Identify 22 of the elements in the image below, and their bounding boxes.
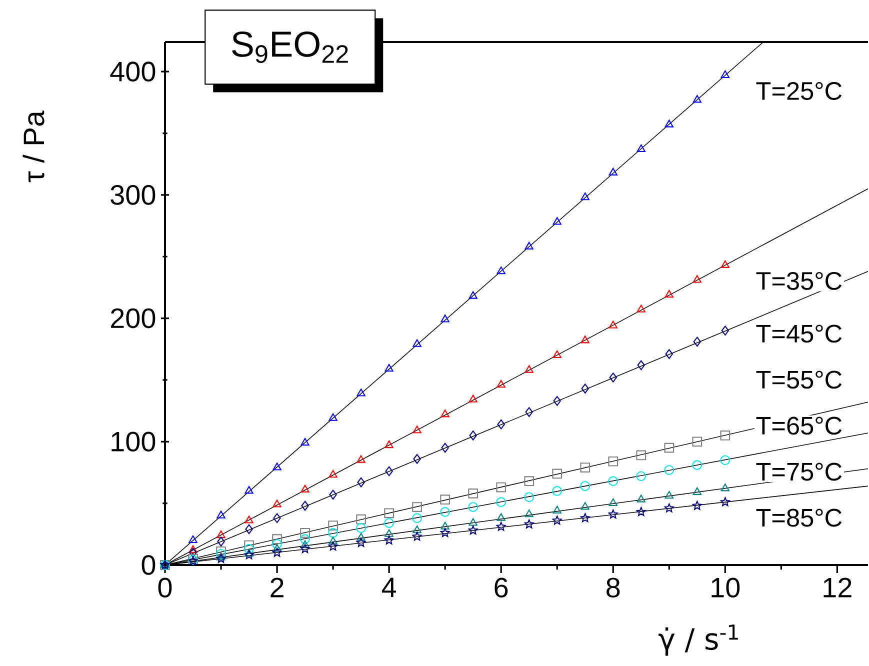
x-tick-label: 6	[494, 578, 508, 598]
x-tick-label: 0	[158, 578, 172, 598]
x-tick-label: 12	[824, 578, 852, 598]
y-tick-label: 300	[110, 185, 156, 205]
x-tick-label: 8	[606, 578, 620, 598]
y-tick-label: 200	[110, 308, 156, 328]
series-label: T=55°C	[756, 370, 842, 389]
series-label: T=45°C	[756, 324, 842, 343]
y-tick-label: 400	[110, 62, 156, 82]
series-label: T=35°C	[756, 272, 842, 290]
series-label: T=25°C	[756, 82, 842, 100]
series-label: T=75°C	[756, 462, 842, 481]
chart-title: S$_{9}$EO$_{22}$	[232, 31, 348, 63]
y-axis-title: τ / Pa	[22, 110, 44, 182]
y-tick-label: 0	[142, 555, 156, 575]
series-label: T=85°C	[756, 508, 842, 527]
x-tick-label: 2	[270, 578, 284, 598]
series-label: T=65°C	[756, 416, 842, 435]
y-tick-label: 100	[112, 432, 156, 452]
x-axis-title: γ̇ / s$^{-1}$	[658, 624, 738, 656]
x-tick-label: 10	[712, 578, 740, 598]
x-tick-label: 4	[382, 578, 396, 597]
